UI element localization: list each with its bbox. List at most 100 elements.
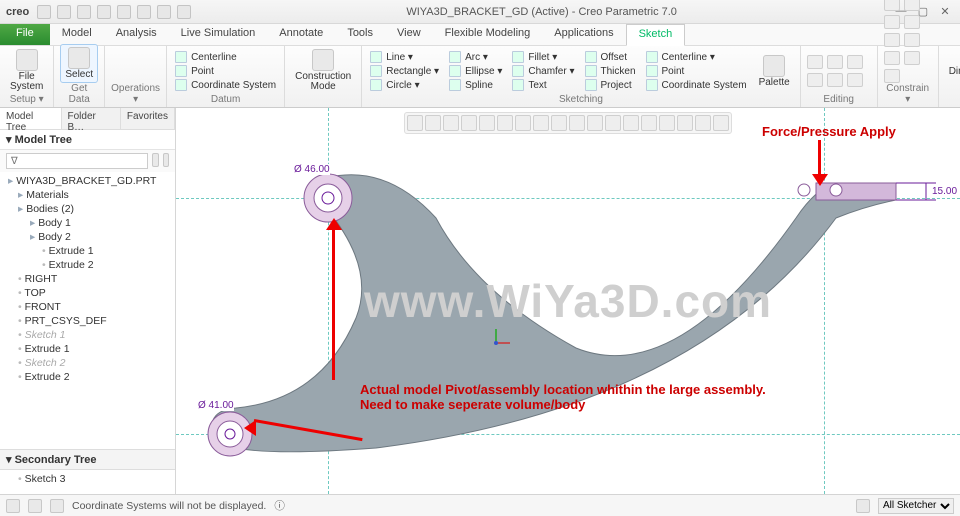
title-bar: creo WIYA3D_BRACKET_GD (Active) - Creo P… [0,0,960,24]
ribbon: File System Setup ▾ Select Get Data Oper… [0,46,960,108]
tab-sketch[interactable]: Sketch [626,24,686,46]
tree-node[interactable]: Sketch 2 [4,356,171,370]
workspace: Model Tree Folder B… Favorites ▾ Model T… [0,108,960,494]
graphics-area[interactable]: www.WiYa3D.com Ø 46.00 Ø 41.00 15.00 For… [176,108,960,494]
tab-analysis[interactable]: Analysis [104,24,169,45]
tab-view[interactable]: View [385,24,433,45]
select-button[interactable]: Select [60,44,98,83]
tree-node[interactable]: Extrude 2 [4,370,171,384]
group-getdata-label: Get Data [60,83,98,107]
close-button[interactable]: ✕ [936,5,954,18]
operations-label[interactable]: Operations ▾ [111,83,160,107]
panel-tab-folder[interactable]: Folder B… [62,108,121,129]
group-datum-label: Datum [173,94,278,107]
ribbon-item[interactable]: Ellipse ▾ [447,64,504,78]
ribbon-item[interactable]: Arc ▾ [447,50,504,64]
constrain-tools [884,0,932,83]
view-toolbar[interactable] [404,112,732,134]
group-sketching-label: Sketching [368,94,793,107]
tree-node[interactable]: Extrude 2 [4,258,171,272]
tab-applications[interactable]: Applications [542,24,625,45]
vt-1[interactable] [407,115,423,131]
tree-node[interactable]: Bodies (2) [4,202,171,216]
tree-node[interactable]: RIGHT [4,272,171,286]
ribbon-item[interactable]: Text [510,78,576,92]
ribbon-item[interactable]: Coordinate System [173,78,278,92]
ribbon-item[interactable]: Rectangle ▾ [368,64,441,78]
panel-tabs: Model Tree Folder B… Favorites [0,108,175,130]
ribbon-item[interactable]: Point [173,64,278,78]
filter-dropdown[interactable]: All Sketcher [878,498,954,514]
ribbon-item[interactable]: Centerline [173,50,278,64]
ribbon-item[interactable]: Offset [583,50,638,64]
status-icon-3[interactable] [50,499,64,513]
group-setup-label: Setup ▾ [6,94,47,107]
ribbon-item[interactable]: Thicken [583,64,638,78]
file-system-icon [16,49,38,71]
qat-undo-icon[interactable] [97,5,111,19]
model-tree-panel: Model Tree Folder B… Favorites ▾ Model T… [0,108,176,494]
tree-node[interactable]: Body 1 [4,216,171,230]
secondary-sketch[interactable]: Sketch 3 [4,472,171,486]
dimension-button[interactable]: Dimension [945,42,960,79]
ribbon-tabs: File Model Analysis Live Simulation Anno… [0,24,960,46]
status-message: Coordinate Systems will not be displayed… [72,500,266,512]
qat-new-icon[interactable] [37,5,51,19]
ribbon-item[interactable]: Circle ▾ [368,78,441,92]
sketch-graphics [176,108,960,494]
secondary-tree-header[interactable]: ▾ Secondary Tree [0,449,175,470]
quick-access-toolbar[interactable] [37,5,191,19]
tree-node[interactable]: FRONT [4,300,171,314]
app-logo: creo [6,6,29,18]
window-title: WIYA3D_BRACKET_GD (Active) - Creo Parame… [191,6,892,18]
status-right-icon[interactable] [856,499,870,513]
tab-file[interactable]: File [0,24,50,45]
construction-icon [312,49,334,71]
group-constrain-label[interactable]: Constrain ▾ [884,83,932,107]
construction-mode-button[interactable]: Construction Mode [291,47,355,94]
cursor-icon [68,47,90,69]
ribbon-item[interactable]: Centerline ▾ [644,50,749,64]
model-tree[interactable]: WIYA3D_BRACKET_GD.PRT MaterialsBodies (2… [0,172,175,449]
ribbon-item[interactable]: Project [583,78,638,92]
ribbon-item[interactable]: Line ▾ [368,50,441,64]
tree-search-input[interactable] [6,153,148,169]
ribbon-item[interactable]: Chamfer ▾ [510,64,576,78]
tree-node[interactable]: Extrude 1 [4,244,171,258]
tree-node[interactable]: PRT_CSYS_DEF [4,314,171,328]
ribbon-item[interactable]: Spline [447,78,504,92]
qat-redo-icon[interactable] [117,5,131,19]
tab-model[interactable]: Model [50,24,104,45]
tree-root[interactable]: WIYA3D_BRACKET_GD.PRT [4,174,171,188]
tab-tools[interactable]: Tools [335,24,385,45]
ribbon-item[interactable]: Coordinate System [644,78,749,92]
tree-node[interactable]: Sketch 1 [4,328,171,342]
ribbon-item[interactable]: Point [644,64,749,78]
ribbon-item[interactable]: Fillet ▾ [510,50,576,64]
palette-button[interactable]: Palette [755,53,794,90]
tree-search-clear-icon[interactable] [152,153,159,167]
file-system-button[interactable]: File System [6,47,47,94]
qat-regen-icon[interactable] [137,5,151,19]
tab-live-simulation[interactable]: Live Simulation [169,24,268,45]
tree-header: ▾ Model Tree [0,130,175,150]
tree-node[interactable]: TOP [4,286,171,300]
status-bar: Coordinate Systems will not be displayed… [0,494,960,516]
tree-settings-icon[interactable] [163,153,170,167]
tree-node[interactable]: Extrude 1 [4,342,171,356]
qat-windows-icon[interactable] [157,5,171,19]
qat-close-icon[interactable] [177,5,191,19]
tree-node[interactable]: Body 2 [4,230,171,244]
group-dimension-label[interactable]: Dimension ▾ [945,94,960,107]
panel-tab-model-tree[interactable]: Model Tree [0,108,62,129]
panel-tab-favorites[interactable]: Favorites [121,108,175,129]
qat-save-icon[interactable] [77,5,91,19]
tab-annotate[interactable]: Annotate [267,24,335,45]
qat-open-icon[interactable] [57,5,71,19]
info-icon[interactable]: ⓘ [274,498,285,513]
status-icon-2[interactable] [28,499,42,513]
status-icon-1[interactable] [6,499,20,513]
tree-node[interactable]: Materials [4,188,171,202]
palette-icon [763,55,785,77]
tab-flexible-modeling[interactable]: Flexible Modeling [433,24,543,45]
